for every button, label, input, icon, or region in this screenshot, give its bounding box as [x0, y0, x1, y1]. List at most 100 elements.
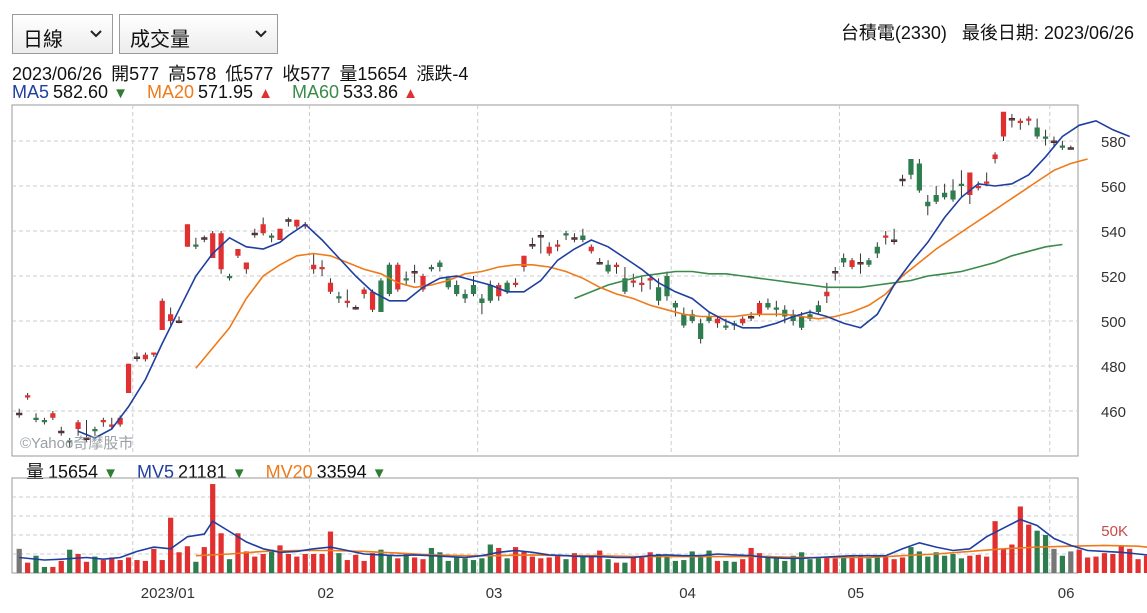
candle-down	[866, 260, 872, 265]
volume-bar	[689, 551, 695, 573]
mv20-label: MV20	[265, 462, 313, 482]
volume-bar	[908, 547, 914, 573]
candle-up	[395, 264, 401, 290]
volume-bar	[605, 559, 611, 573]
candle-up	[420, 276, 426, 290]
volume-bar	[529, 556, 535, 573]
volume-bar	[260, 554, 266, 573]
volume-bar	[681, 560, 687, 573]
volume-bar	[504, 558, 510, 573]
candle-up	[1067, 147, 1074, 150]
candle-down	[563, 233, 569, 236]
candle-down	[1042, 136, 1049, 139]
volume-bar	[1042, 535, 1049, 573]
volume-bar	[1026, 524, 1032, 573]
volume-bar	[369, 553, 376, 573]
ma-legend: MA5 582.60 ▼ MA20 571.95 ▲ MA60 533.86 ▲	[12, 82, 432, 103]
candle-up	[277, 228, 283, 240]
candle-down	[958, 183, 965, 186]
candle-down	[765, 303, 771, 308]
candle-down	[841, 258, 847, 263]
candle-down	[622, 278, 628, 292]
candle-down	[605, 264, 611, 272]
volume-bar	[1034, 530, 1040, 573]
candle-down	[479, 298, 485, 303]
ma20-value: 571.95	[198, 82, 254, 102]
indicator-select-value: 成交量	[130, 29, 190, 51]
candle-down	[689, 314, 695, 321]
volume-bar	[883, 556, 889, 573]
volume-bar	[555, 554, 561, 573]
volume-bar	[327, 531, 334, 573]
mv5-value: 21181	[177, 462, 227, 482]
candle-down	[580, 235, 586, 240]
candle-up	[235, 249, 241, 256]
candle-down	[933, 195, 939, 202]
ma60-line	[574, 243, 1063, 300]
period-select[interactable]: 日線	[12, 14, 113, 54]
volume-bar	[470, 560, 477, 573]
volume-bar	[268, 549, 275, 573]
x-tick-label: 04	[679, 585, 696, 602]
volume-bar	[647, 552, 653, 573]
volume-bar	[1093, 556, 1099, 573]
price-tick-label: 460	[1101, 404, 1126, 421]
volume-bar	[925, 556, 931, 573]
ma5-label: MA5	[12, 82, 50, 102]
quote-close: 收577	[282, 64, 331, 84]
ma60-trend-up-icon: ▲	[403, 85, 418, 102]
indicator-select[interactable]: 成交量	[119, 14, 278, 54]
volume-bar	[168, 517, 174, 573]
volume-bar	[521, 551, 527, 573]
candle-down	[941, 192, 948, 198]
candle-up	[891, 239, 898, 242]
volume-bar	[731, 561, 737, 573]
volume-bar	[538, 558, 544, 573]
ma5-value: 582.60	[53, 82, 109, 102]
last-date: 最後日期: 2023/06/26	[961, 23, 1134, 43]
mv20-trend-down-icon: ▼	[371, 465, 387, 482]
candle-down	[815, 305, 822, 312]
volume-bar	[815, 558, 822, 573]
volume-bar	[597, 550, 603, 573]
candle-down	[672, 303, 679, 308]
volume-bar	[361, 560, 367, 573]
volume-bar	[841, 555, 847, 573]
volume-bar	[437, 552, 443, 573]
price-tick-label: 540	[1101, 224, 1126, 241]
x-tick-label: 06	[1058, 585, 1075, 602]
volume-bar	[33, 555, 39, 573]
candle-down	[807, 314, 813, 319]
candle-down	[950, 190, 956, 200]
volume-bar	[1127, 548, 1133, 573]
candle-down	[681, 314, 687, 326]
volume-bar	[798, 552, 805, 573]
mv5-line	[19, 518, 1147, 561]
candle-down	[437, 262, 443, 267]
volume-bar	[933, 552, 939, 573]
volume-bar	[134, 560, 140, 573]
price-grid	[11, 104, 1079, 457]
x-tick-label: 03	[486, 585, 503, 602]
volume-grid	[11, 477, 1079, 574]
candle-down	[445, 278, 451, 288]
price-tick-label: 480	[1101, 359, 1126, 376]
candle-up	[630, 280, 636, 283]
candle-up	[984, 181, 990, 184]
candle-up	[613, 264, 620, 267]
volume-bar	[967, 555, 973, 573]
volume-bar	[672, 560, 679, 573]
quote-line: 2023/06/26 開577 高578 低577 收577 量15654 漲跌…	[12, 60, 472, 86]
vol-trend-down-icon: ▼	[103, 465, 118, 482]
volume-bar	[613, 562, 620, 573]
volume-bar	[655, 554, 662, 573]
volume-bar	[698, 555, 704, 573]
volume-bar	[773, 558, 779, 573]
volume-bar	[832, 558, 838, 573]
candle-up	[210, 233, 216, 258]
volume-bar	[496, 547, 502, 573]
volume-bar	[176, 552, 182, 573]
candle-up	[125, 363, 132, 393]
volume-bar	[790, 555, 796, 573]
candle-up	[58, 430, 65, 434]
